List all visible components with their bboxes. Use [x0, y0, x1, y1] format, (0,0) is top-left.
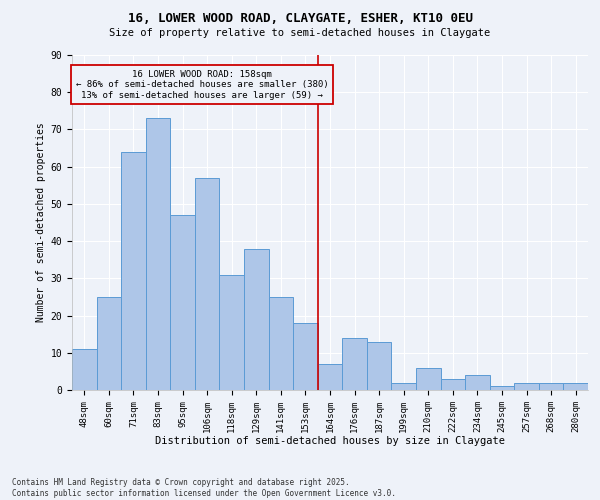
Bar: [244, 248, 269, 390]
Bar: [514, 382, 539, 390]
Y-axis label: Number of semi-detached properties: Number of semi-detached properties: [37, 122, 46, 322]
Bar: [146, 118, 170, 390]
Bar: [391, 382, 416, 390]
Bar: [269, 297, 293, 390]
Bar: [72, 349, 97, 390]
Bar: [195, 178, 220, 390]
Bar: [293, 323, 318, 390]
Bar: [563, 382, 588, 390]
Bar: [170, 215, 195, 390]
X-axis label: Distribution of semi-detached houses by size in Claygate: Distribution of semi-detached houses by …: [155, 436, 505, 446]
Bar: [490, 386, 514, 390]
Text: 16 LOWER WOOD ROAD: 158sqm
← 86% of semi-detached houses are smaller (380)
13% o: 16 LOWER WOOD ROAD: 158sqm ← 86% of semi…: [76, 70, 329, 100]
Bar: [97, 297, 121, 390]
Bar: [121, 152, 146, 390]
Bar: [465, 375, 490, 390]
Bar: [220, 274, 244, 390]
Bar: [367, 342, 391, 390]
Text: Contains HM Land Registry data © Crown copyright and database right 2025.
Contai: Contains HM Land Registry data © Crown c…: [12, 478, 396, 498]
Bar: [318, 364, 342, 390]
Bar: [440, 379, 465, 390]
Bar: [342, 338, 367, 390]
Bar: [539, 382, 563, 390]
Text: 16, LOWER WOOD ROAD, CLAYGATE, ESHER, KT10 0EU: 16, LOWER WOOD ROAD, CLAYGATE, ESHER, KT…: [128, 12, 473, 26]
Bar: [416, 368, 440, 390]
Text: Size of property relative to semi-detached houses in Claygate: Size of property relative to semi-detach…: [109, 28, 491, 38]
